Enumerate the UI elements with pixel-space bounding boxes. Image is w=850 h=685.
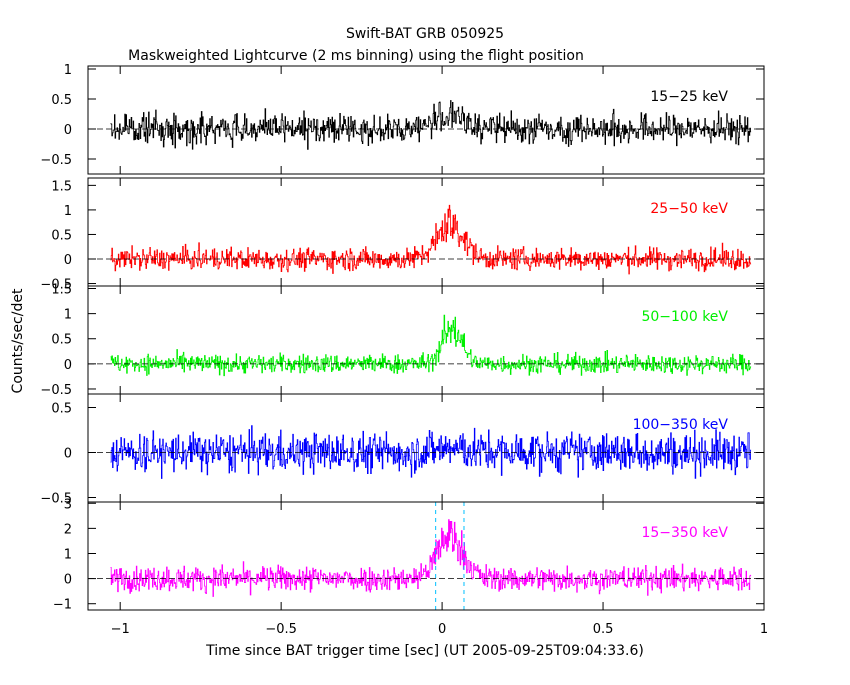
chart-title: Swift-BAT GRB 050925 [346, 26, 504, 42]
x-axis-label: Time since BAT trigger time [sec] (UT 20… [205, 643, 644, 659]
x-tick-label-3: 0.5 [593, 622, 614, 637]
panel-label-1: 25−50 keV [650, 201, 728, 217]
y-tick-label-4-0: −1 [53, 598, 72, 613]
y-tick-label-0-0: −0.5 [40, 153, 72, 168]
y-tick-label-1-2: 0.5 [51, 228, 72, 243]
chart-subtitle: Maskweighted Lightcurve (2 ms binning) u… [128, 48, 584, 64]
y-tick-label-1-0: −0.5 [40, 278, 72, 293]
panel-label-2: 50−100 keV [641, 309, 728, 325]
panel-4: −1 0 1 2 3 15−350 keV [53, 497, 765, 613]
y-tick-label-3-1: 0 [64, 447, 72, 462]
panel-label-3: 100−350 keV [633, 417, 729, 433]
x-tick-label-2: 0 [438, 622, 446, 637]
y-axis-label: Counts/sec/det [10, 288, 26, 393]
y-tick-label-1-1: 0 [64, 253, 72, 268]
panel-frame-0 [87, 65, 765, 175]
y-tick-label-3-0: −0.5 [40, 492, 72, 507]
y-tick-label-1-3: 1 [64, 204, 72, 219]
x-tick-label-4: 1 [760, 622, 768, 637]
panel-label-4: 15−350 keV [641, 525, 728, 541]
y-tick-label-2-3: 1 [64, 308, 72, 323]
y-tick-label-2-1: 0 [64, 358, 72, 373]
y-tick-label-2-0: −0.5 [40, 383, 72, 398]
y-tick-label-4-1: 0 [64, 573, 72, 588]
series-trace-0 [110, 100, 752, 150]
panel-3: −0.5 0 0.5 100−350 keV [40, 393, 765, 507]
x-tick-label-1: −0.5 [265, 622, 297, 637]
y-tick-label-4-4: 3 [64, 497, 72, 512]
x-axis: −1 −0.5 0 0.5 1 [111, 622, 769, 637]
y-tick-label-3-2: 0.5 [51, 402, 72, 417]
y-tick-label-2-2: 0.5 [51, 333, 72, 348]
panel-0: −0.5 0 0.5 1 15−25 keV [40, 63, 765, 175]
y-tick-label-0-1: 0 [64, 123, 72, 138]
series-trace-3 [110, 425, 752, 479]
series-trace-1 [110, 204, 752, 275]
y-tick-label-4-2: 1 [64, 547, 72, 562]
series-trace-4 [110, 519, 752, 597]
y-tick-label-0-3: 1 [64, 63, 72, 78]
y-tick-label-1-4: 1.5 [51, 179, 72, 194]
y-tick-label-0-2: 0.5 [51, 93, 72, 108]
panel-1: −0.5 0 0.5 1 1.5 25−50 keV [40, 177, 765, 293]
panel-label-0: 15−25 keV [650, 89, 728, 105]
panel-frame-4 [87, 501, 765, 611]
series-trace-2 [110, 314, 752, 377]
y-tick-label-2-4: 1.5 [51, 283, 72, 298]
y-tick-label-4-3: 2 [64, 522, 72, 537]
x-tick-label-0: −1 [111, 622, 130, 637]
